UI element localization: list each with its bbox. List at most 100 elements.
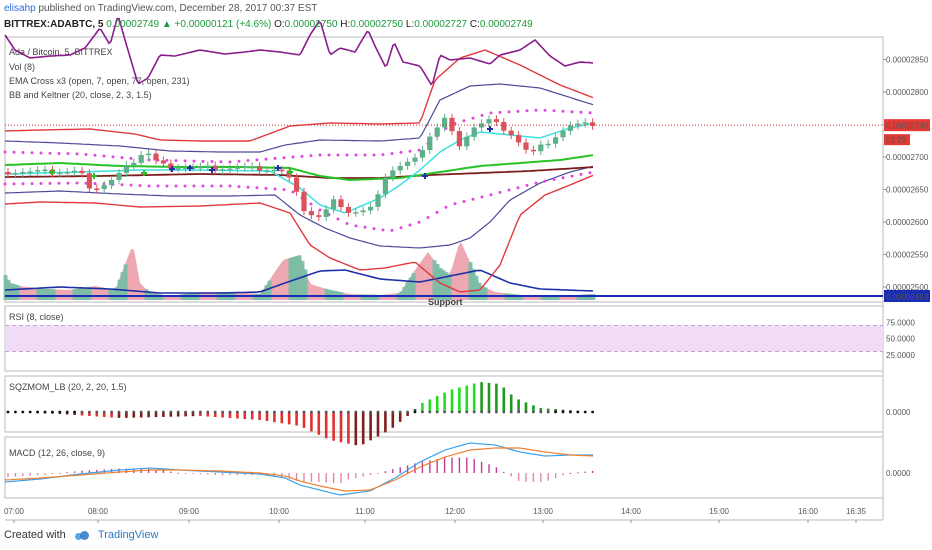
close-value: 0.00002749 (479, 19, 533, 30)
momentum-bar-down (302, 412, 306, 428)
volume-bar-up (591, 294, 596, 300)
momentum-bar-down (287, 412, 291, 425)
macd-histogram-bar (170, 471, 172, 473)
keltner-dot-upper (516, 109, 520, 113)
volume-bar-up (363, 294, 368, 300)
squeeze-dot (28, 410, 32, 414)
volume-bar-up (555, 295, 560, 300)
candle-up (375, 194, 381, 207)
momentum-bar-up (443, 392, 446, 412)
low-label: L: (405, 19, 415, 30)
volume-bar-up (516, 294, 521, 300)
momentum-bar-down (206, 412, 210, 417)
publish-line: elisahp published on TradingView.com, De… (4, 3, 317, 14)
rsi-y-tick-label: 25.0000 (886, 351, 915, 360)
squeeze-dot (406, 410, 409, 414)
keltner-dot-lower (525, 183, 529, 187)
support-tag-label: 0.00002463 (886, 293, 929, 302)
candle-up (175, 168, 181, 170)
candle-down (456, 131, 462, 147)
candle-up (360, 210, 366, 213)
keltner-dot-upper (21, 150, 25, 154)
macd-histogram-bar (436, 458, 438, 473)
last-price: 0.00002749 (106, 19, 160, 30)
volume-bar-up (435, 264, 440, 300)
x-tick-label: 07:00 (4, 507, 25, 516)
candle-up (486, 119, 492, 124)
macd-histogram-bar (51, 473, 54, 474)
volume-bar-up (36, 288, 41, 300)
keltner-dot-lower (228, 184, 232, 188)
squeeze-dot (347, 410, 350, 414)
macd-histogram-bar (554, 473, 557, 479)
squeeze-dot (384, 410, 387, 414)
squeeze-dot (546, 410, 550, 414)
volume-bar-up (114, 287, 119, 300)
macd-pane-title: MACD (12, 26, close, 9) (9, 448, 105, 458)
squeeze-dot (169, 410, 173, 414)
candle-up (582, 122, 588, 124)
tradingview-link[interactable]: TradingView (97, 529, 159, 541)
squeeze-dot (576, 410, 580, 414)
momentum-bar-down (147, 412, 150, 418)
momentum-bar-up (413, 409, 417, 412)
candle-down (279, 169, 285, 172)
momentum-bar-down (324, 412, 328, 439)
keltner-dot-upper (120, 156, 124, 160)
squeeze-dot (413, 410, 417, 414)
candle-down (516, 135, 522, 143)
keltner-dot-lower (381, 228, 385, 232)
squeeze-dot (435, 410, 439, 414)
author-link[interactable]: elisahp (4, 3, 36, 14)
candle-up (464, 136, 470, 147)
squeeze-dot (532, 410, 535, 414)
volume-bar-up (582, 294, 587, 300)
keltner-dot-lower (255, 186, 259, 190)
macd-histogram-bar (392, 469, 394, 473)
keltner-dot-upper (147, 158, 151, 162)
keltner-dot-lower (444, 205, 448, 209)
macd-histogram-bar (414, 463, 416, 473)
squeeze-dot (243, 410, 247, 414)
momentum-bar-down (369, 412, 372, 441)
candle-down (590, 122, 596, 126)
keltner-dot-lower (165, 184, 169, 188)
momentum-bar-down (221, 412, 224, 418)
keltner-dot-upper (498, 110, 502, 114)
macd-histogram-bar (569, 472, 572, 474)
ohlc-line: BITTREX:ADABTC, 5 0.00002749 ▲ +0.000001… (4, 19, 533, 30)
candle-down (449, 117, 455, 132)
keltner-dot-lower (408, 223, 412, 227)
momentum-bar-up (435, 395, 439, 412)
volume-bar-up (75, 288, 80, 300)
keltner-lower-line (4, 165, 594, 249)
sqz-pane-title: SQZMOM_LB (20, 2, 20, 1.5) (9, 382, 127, 392)
candle-up (575, 123, 581, 126)
momentum-bar-down (110, 412, 113, 418)
x-tick-label: 16:35 (846, 507, 867, 516)
candle-up (27, 171, 33, 173)
keltner-dot-upper (354, 153, 358, 157)
macd-histogram-bar (236, 473, 239, 476)
change-value: +0.00000121 (+4.6%) (174, 19, 272, 30)
volume-bar-up (480, 285, 485, 300)
keltner-dot-lower (471, 197, 475, 201)
keltner-dot-lower (3, 182, 7, 186)
momentum-bar-down (228, 412, 232, 418)
keltner-dot-lower (372, 227, 376, 231)
macd-histogram-bar (429, 460, 431, 473)
keltner-dot-lower (345, 222, 349, 225)
momentum-bar-up (554, 409, 557, 412)
keltner-dot-lower (174, 184, 178, 188)
squeeze-dot (517, 410, 520, 414)
squeeze-dot (487, 410, 491, 414)
macd-histogram-bar (96, 469, 98, 473)
macd-histogram-bar (421, 461, 424, 473)
macd-histogram-bar (584, 471, 586, 473)
keltner-dot-upper (300, 154, 304, 158)
candle-down (5, 172, 11, 175)
keltner-dot-upper (30, 151, 34, 155)
squeeze-dot (539, 410, 543, 414)
keltner-dot-upper (417, 148, 421, 152)
squeeze-dot (191, 410, 195, 414)
